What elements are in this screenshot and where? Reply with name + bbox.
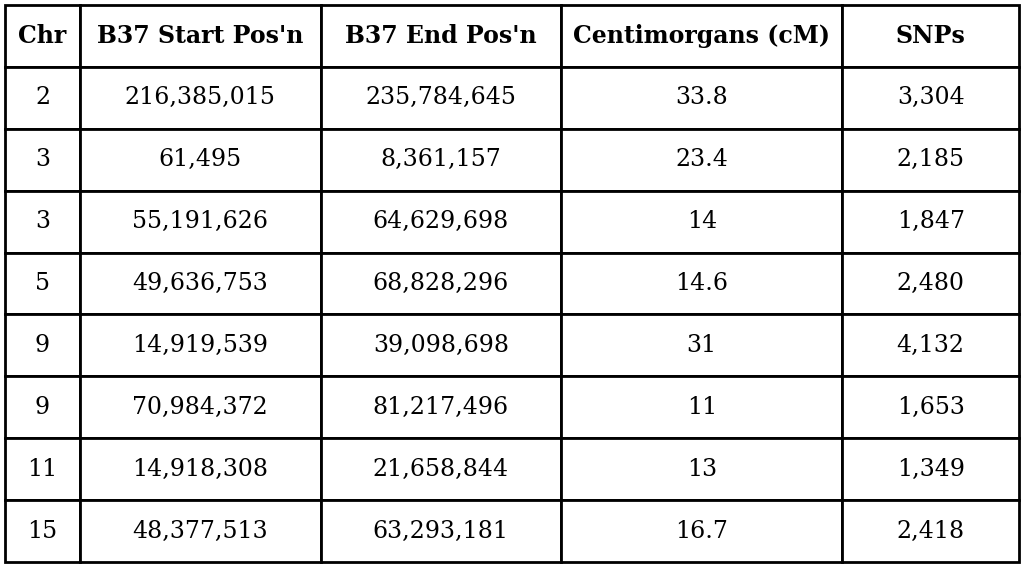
Text: 33.8: 33.8 — [676, 86, 728, 109]
Text: 14,918,308: 14,918,308 — [132, 458, 268, 481]
Text: B37 End Pos'n: B37 End Pos'n — [345, 24, 537, 48]
Bar — [561, 438, 843, 500]
Text: 9: 9 — [35, 334, 50, 357]
Text: 1,653: 1,653 — [897, 396, 965, 419]
Text: 3,304: 3,304 — [897, 86, 965, 109]
Bar — [561, 500, 843, 562]
Bar — [561, 67, 843, 129]
Text: 63,293,181: 63,293,181 — [373, 519, 509, 543]
Bar — [80, 252, 321, 315]
Text: Centimorgans (cM): Centimorgans (cM) — [573, 24, 830, 48]
Text: 2: 2 — [35, 86, 50, 109]
Bar — [321, 315, 561, 376]
Text: 11: 11 — [687, 396, 717, 419]
Text: 1,847: 1,847 — [897, 210, 965, 233]
Text: 49,636,753: 49,636,753 — [132, 272, 268, 295]
Bar — [561, 252, 843, 315]
Bar — [321, 129, 561, 191]
Text: 8,361,157: 8,361,157 — [381, 148, 501, 171]
Bar — [843, 67, 1019, 129]
Text: SNPs: SNPs — [896, 24, 966, 48]
Bar — [80, 67, 321, 129]
Bar — [80, 129, 321, 191]
Bar — [321, 438, 561, 500]
Bar — [843, 5, 1019, 67]
Text: 2,480: 2,480 — [897, 272, 965, 295]
Bar — [843, 252, 1019, 315]
Text: 9: 9 — [35, 396, 50, 419]
Bar — [80, 315, 321, 376]
Text: 31: 31 — [687, 334, 717, 357]
Bar — [843, 315, 1019, 376]
Text: 2,418: 2,418 — [897, 519, 965, 543]
Text: 15: 15 — [28, 519, 57, 543]
Bar — [5, 67, 80, 129]
Text: 14: 14 — [687, 210, 717, 233]
Text: 70,984,372: 70,984,372 — [132, 396, 268, 419]
Bar — [843, 500, 1019, 562]
Bar — [843, 376, 1019, 438]
Text: 39,098,698: 39,098,698 — [373, 334, 509, 357]
Bar — [80, 191, 321, 252]
Bar — [321, 252, 561, 315]
Text: 23.4: 23.4 — [676, 148, 728, 171]
Text: 16.7: 16.7 — [676, 519, 728, 543]
Text: 68,828,296: 68,828,296 — [373, 272, 509, 295]
Text: B37 Start Pos'n: B37 Start Pos'n — [97, 24, 303, 48]
Text: 3: 3 — [35, 210, 50, 233]
Text: 55,191,626: 55,191,626 — [132, 210, 268, 233]
Bar — [561, 5, 843, 67]
Text: 2,185: 2,185 — [897, 148, 965, 171]
Bar — [80, 500, 321, 562]
Bar — [5, 315, 80, 376]
Text: 21,658,844: 21,658,844 — [373, 458, 509, 481]
Bar — [80, 438, 321, 500]
Text: 3: 3 — [35, 148, 50, 171]
Bar — [5, 500, 80, 562]
Text: 5: 5 — [35, 272, 50, 295]
Bar — [561, 376, 843, 438]
Bar — [843, 129, 1019, 191]
Bar — [80, 376, 321, 438]
Bar — [5, 438, 80, 500]
Text: 61,495: 61,495 — [159, 148, 242, 171]
Text: 235,784,645: 235,784,645 — [366, 86, 516, 109]
Text: 14,919,539: 14,919,539 — [132, 334, 268, 357]
Bar — [843, 438, 1019, 500]
Bar — [5, 252, 80, 315]
Bar — [80, 5, 321, 67]
Bar — [5, 376, 80, 438]
Text: 13: 13 — [687, 458, 717, 481]
Bar — [5, 5, 80, 67]
Bar — [843, 191, 1019, 252]
Text: 48,377,513: 48,377,513 — [132, 519, 268, 543]
Bar — [321, 5, 561, 67]
Bar — [321, 376, 561, 438]
Text: 81,217,496: 81,217,496 — [373, 396, 509, 419]
Text: Chr: Chr — [18, 24, 67, 48]
Text: 64,629,698: 64,629,698 — [373, 210, 509, 233]
Bar — [321, 191, 561, 252]
Text: 4,132: 4,132 — [897, 334, 965, 357]
Bar — [561, 191, 843, 252]
Bar — [321, 500, 561, 562]
Text: 1,349: 1,349 — [897, 458, 965, 481]
Bar — [561, 315, 843, 376]
Bar — [5, 191, 80, 252]
Text: 11: 11 — [28, 458, 57, 481]
Bar — [561, 129, 843, 191]
Bar — [321, 67, 561, 129]
Bar — [5, 129, 80, 191]
Text: 14.6: 14.6 — [675, 272, 728, 295]
Text: 216,385,015: 216,385,015 — [125, 86, 275, 109]
